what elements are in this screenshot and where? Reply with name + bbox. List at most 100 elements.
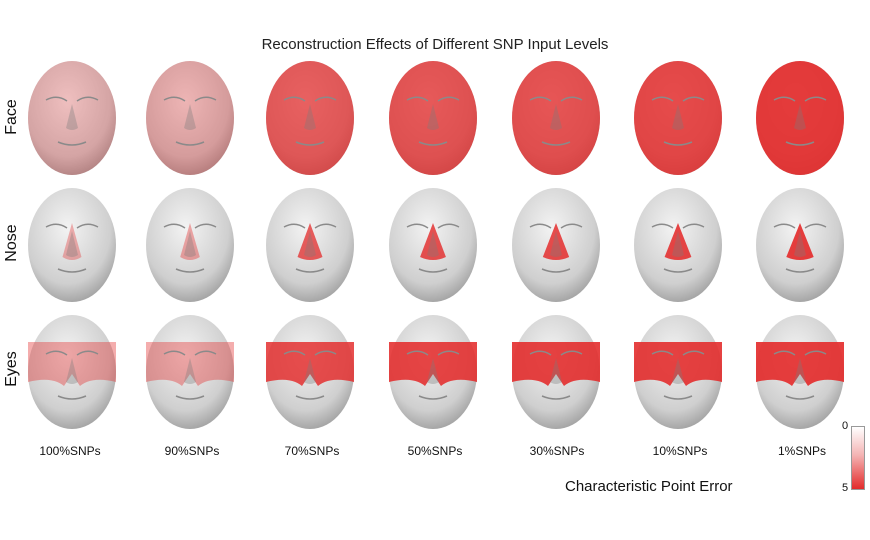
right-eye-line: [437, 223, 460, 229]
mouth-line: [418, 268, 448, 273]
face-cell-face-5: [634, 61, 722, 175]
face-cell-nose-1: [146, 188, 234, 302]
mouth-line: [295, 141, 325, 146]
mouth-line: [663, 268, 693, 273]
col-label-4: 30%SNPs: [529, 444, 585, 458]
face-cell-eyes-3: [389, 315, 477, 429]
error-overlay-face: [28, 61, 116, 175]
mouth-line: [295, 268, 325, 273]
col-label-1: 90%SNPs: [164, 444, 220, 458]
right-eye-line: [560, 96, 583, 102]
left-eye-line: [773, 350, 796, 356]
left-eye-line: [163, 350, 186, 356]
nose-shape: [794, 104, 806, 130]
mouth-line: [541, 268, 571, 273]
colorbar-max-label: 5: [842, 482, 849, 494]
face-cell-nose-6: [756, 188, 844, 302]
face-cell-face-4: [512, 61, 600, 175]
error-overlay-nose: [420, 223, 446, 260]
error-overlay-face: [756, 61, 844, 175]
face-cell-eyes-4: [512, 315, 600, 429]
nose-shape: [427, 104, 439, 130]
col-label-3: 50%SNPs: [407, 444, 463, 458]
left-eye-line: [163, 223, 186, 229]
left-eye-line: [45, 96, 68, 102]
right-eye-line: [804, 96, 827, 102]
error-overlay-nose: [664, 223, 692, 260]
left-eye-line: [406, 96, 429, 102]
mouth-line: [663, 141, 693, 146]
face-shape: [28, 188, 116, 302]
right-eye-line: [314, 350, 337, 356]
nose-shape: [184, 358, 196, 384]
nose-shape: [672, 104, 684, 130]
face-cell-face-1: [146, 61, 234, 175]
nose-shape: [304, 231, 316, 257]
right-eye-line: [437, 350, 460, 356]
left-eye-line: [45, 223, 68, 229]
left-eye-line: [406, 223, 429, 229]
mouth-line: [785, 268, 815, 273]
left-eye-line: [529, 350, 552, 356]
face-cell-eyes-1: [146, 315, 234, 429]
nose-shape: [304, 104, 316, 130]
mouth-line: [175, 141, 205, 146]
mouth-line: [541, 141, 571, 146]
error-overlay-face: [634, 61, 722, 175]
error-overlay-face: [146, 61, 234, 175]
right-eye-line: [682, 350, 705, 356]
colorbar: [851, 426, 865, 490]
mouth-line: [57, 268, 87, 273]
right-eye-line: [76, 96, 99, 102]
face-cell-nose-2: [266, 188, 354, 302]
right-eye-line: [76, 350, 99, 356]
error-overlay-nose: [542, 223, 570, 260]
right-eye-line: [194, 223, 217, 229]
nose-shape: [794, 231, 806, 257]
face-cell-face-2: [266, 61, 354, 175]
left-eye-line: [283, 223, 306, 229]
right-eye-line: [560, 350, 583, 356]
right-eye-line: [194, 350, 217, 356]
face-shape: [146, 315, 234, 429]
mouth-line: [295, 395, 325, 400]
face-cell-nose-5: [634, 188, 722, 302]
face-shape: [146, 188, 234, 302]
face-shape: [146, 61, 234, 175]
error-overlay-nose: [297, 223, 323, 260]
face-cell-eyes-2: [266, 315, 354, 429]
left-eye-line: [529, 96, 552, 102]
face-cell-eyes-6: [756, 315, 844, 429]
face-cell-eyes-5: [634, 315, 722, 429]
right-eye-line: [804, 223, 827, 229]
nose-shape: [184, 231, 196, 257]
error-overlay-nose: [786, 223, 814, 260]
left-eye-line: [773, 223, 796, 229]
face-shape: [28, 315, 116, 429]
left-eye-line: [406, 350, 429, 356]
nose-shape: [66, 104, 78, 130]
face-cell-eyes-0: [28, 315, 116, 429]
mouth-line: [175, 268, 205, 273]
right-eye-line: [194, 96, 217, 102]
error-overlay-face: [512, 61, 600, 175]
mouth-line: [541, 395, 571, 400]
nose-shape: [550, 231, 562, 257]
col-label-6: 1%SNPs: [777, 444, 827, 458]
col-label-0: 100%SNPs: [39, 444, 101, 458]
mouth-line: [785, 395, 815, 400]
right-eye-line: [682, 223, 705, 229]
mouth-line: [57, 395, 87, 400]
nose-shape: [550, 358, 562, 384]
mouth-line: [418, 141, 448, 146]
nose-shape: [672, 231, 684, 257]
right-eye-line: [76, 223, 99, 229]
error-overlay-face: [389, 61, 477, 175]
nose-shape: [66, 358, 78, 384]
face-cell-nose-4: [512, 188, 600, 302]
left-eye-line: [651, 96, 674, 102]
error-overlay-face: [266, 61, 354, 175]
mouth-line: [663, 395, 693, 400]
left-eye-line: [651, 350, 674, 356]
